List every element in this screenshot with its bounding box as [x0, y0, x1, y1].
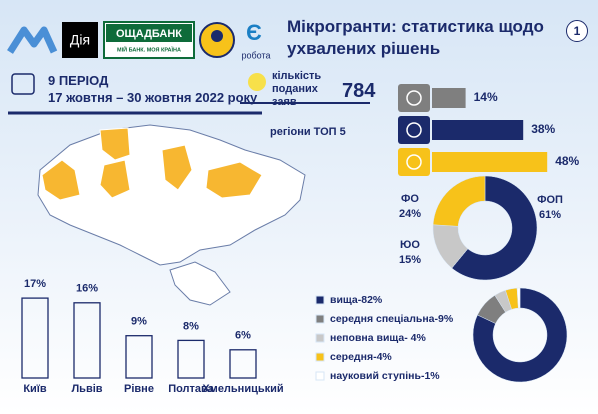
- map: [37, 124, 306, 306]
- logo-m: [7, 26, 58, 54]
- logo-diia: Дія: [70, 32, 90, 48]
- value-label: 9%: [131, 316, 147, 328]
- title: Мікрогранти: статистика щодо ухвалених р…: [287, 17, 544, 58]
- value-label: 17%: [24, 278, 46, 290]
- period: 9 ПЕРІОД 17 жовтня – 30 жовтня 2022 року: [48, 72, 257, 106]
- category-label: Львів: [71, 383, 102, 395]
- legend-swatch: [315, 314, 325, 324]
- calendar-icon: [11, 73, 35, 95]
- map-label: регіони ТОП 5: [270, 126, 346, 138]
- bar: [432, 88, 466, 108]
- slice-value: 24%: [399, 208, 421, 220]
- bar: [432, 120, 524, 140]
- category-label: Полтава: [168, 383, 214, 395]
- bar: [73, 302, 101, 379]
- slice-name: ЮО: [400, 239, 420, 251]
- slice-value: 15%: [399, 254, 421, 266]
- period-dates: 17 жовтня – 30 жовтня 2022 року: [48, 90, 258, 105]
- category-icon-figure: [406, 154, 422, 170]
- legend-swatch: [315, 333, 325, 343]
- legend-swatch: [315, 295, 325, 305]
- value-label: 16%: [76, 283, 98, 295]
- legend-label: середня спеціальна-9%: [330, 313, 454, 325]
- logo-diia-box: [62, 22, 98, 58]
- value-label: 6%: [235, 330, 251, 342]
- pie-slice: [516, 287, 521, 309]
- bulb-icon: [248, 73, 266, 91]
- slice-name: ФО: [401, 193, 419, 205]
- logo-oschad: ОЩАДБАНК: [116, 28, 182, 40]
- value-label: 48%: [555, 154, 579, 168]
- pie-slice: [432, 175, 486, 227]
- legend-swatch: [315, 352, 325, 362]
- bar: [432, 152, 548, 172]
- period-label: 9 ПЕРІОД: [48, 73, 109, 88]
- slice-value: 61%: [539, 209, 561, 221]
- value-label: 8%: [183, 320, 199, 332]
- category-icon: [398, 84, 430, 112]
- legend-swatch: [315, 371, 325, 381]
- value-label: 14%: [474, 90, 498, 104]
- logo-employment-figure: [211, 30, 223, 42]
- applications-value: 784: [342, 80, 376, 102]
- category-icon-figure: [406, 90, 422, 106]
- value-label: 38%: [531, 122, 555, 136]
- category-label: Хмельницький: [202, 383, 283, 395]
- legend-label: науковий ступінь-1%: [330, 370, 440, 382]
- category-label: Рівне: [124, 383, 154, 395]
- logo-oschad-slogan: МІЙ БАНК. МОЯ КРАЇНА: [117, 45, 181, 53]
- category-label: Київ: [23, 383, 47, 395]
- bar: [21, 297, 49, 379]
- applications-label: кількість поданих заяв: [272, 70, 322, 108]
- category-icon-figure: [406, 122, 422, 138]
- logo-oschad-band: [106, 24, 192, 42]
- category-icon: [398, 148, 430, 176]
- page-number: 1: [566, 20, 588, 42]
- logo-robota: робота: [242, 50, 271, 60]
- logo-robota-mark: Є: [246, 20, 262, 45]
- pie-slice: [472, 287, 568, 383]
- bar: [229, 349, 257, 379]
- legend-label: середня-4%: [330, 351, 392, 363]
- legend-label: вища-82%: [330, 294, 383, 306]
- legend-label: неповна вища- 4%: [330, 332, 426, 344]
- category-icon: [398, 116, 430, 144]
- bar: [125, 335, 153, 379]
- slice-name: ФОП: [537, 194, 563, 206]
- bar: [177, 339, 205, 379]
